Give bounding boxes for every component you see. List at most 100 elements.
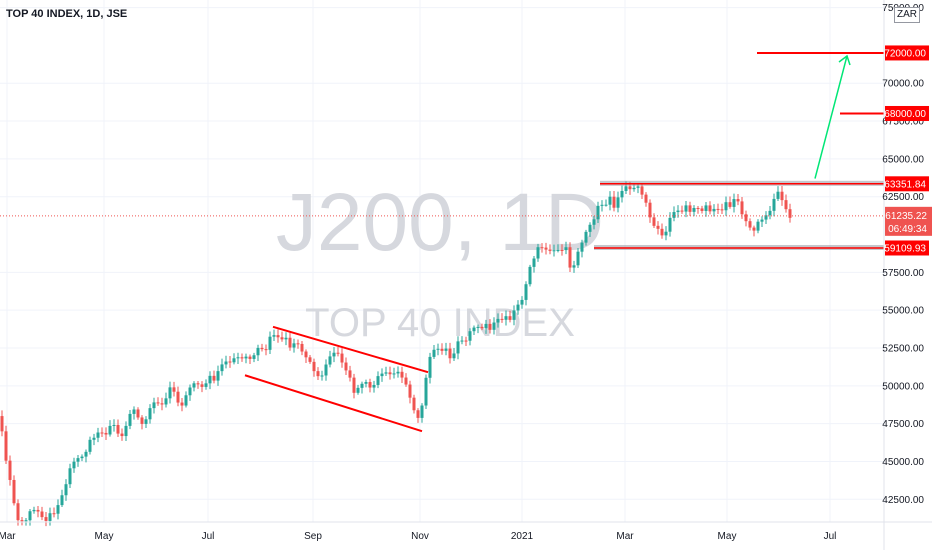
price-axis[interactable]: 75000.0070000.0067500.0065000.0062500.00… [882,0,924,550]
candle-down [260,347,264,350]
price-tick-label: 47500.00 [882,419,924,430]
candle-up [188,387,192,396]
candle-down [280,337,284,340]
price-tick-label: 50000.00 [882,381,924,392]
time-tick-label: Jul [202,531,215,542]
candle-down [780,191,784,201]
candle-up [576,251,580,266]
time-tick-label: Nov [411,531,429,542]
candle-up [360,383,364,388]
candle-down [136,409,140,418]
candle-down [36,509,40,512]
candle-up [532,258,536,267]
candle-up [396,371,400,374]
candle-up [96,432,100,438]
candle-down [644,194,648,203]
candle-up [732,199,736,207]
candle-down [100,432,104,434]
candle-up [492,322,496,330]
candle-down [628,186,632,190]
candle-down [368,382,372,388]
candle-up [392,373,396,375]
candle-up [332,352,336,357]
level-price-value: 59109.93 [884,243,926,254]
candle-up [424,377,428,406]
candle-up [496,318,500,323]
candle-down [312,361,316,372]
candle-up [128,413,132,426]
time-tick-label: Sep [304,531,322,542]
candle-up [324,364,328,376]
candle-down [316,371,320,377]
candle-down [408,384,412,398]
level-price-badge [885,45,929,61]
candle-down [752,227,756,231]
candle-up [380,373,384,377]
current-price-badge [885,206,932,236]
price-tick-label: 62500.00 [882,192,924,203]
time-axis[interactable]: Mar May Jul Sep Nov 2021 Mar May Jul [0,521,932,542]
time-tick-label: 2021 [511,531,534,542]
candle-down [740,201,744,215]
candle-up [564,247,568,251]
candle-up [476,326,480,328]
candle-up [592,219,596,225]
candle-up [596,205,600,220]
candle-up [124,425,128,437]
level-price-value: 63351.84 [884,179,926,190]
candle-up [432,349,436,357]
candle-down [176,391,180,403]
candle-down [344,362,348,371]
candle-down [612,196,616,208]
candle-up [484,323,488,329]
candle-up [244,356,248,359]
candle-up [692,208,696,212]
candle-up [208,375,212,384]
candle-up [724,202,728,211]
level-price-value: 68000.00 [884,109,926,120]
candle-up [84,451,88,457]
candle-down [688,205,692,212]
price-tick-label: 42500.00 [882,495,924,506]
price-tick-label: 65000.00 [882,154,924,165]
candle-down [240,357,244,359]
candle-up [444,348,448,351]
candle-down [728,202,732,207]
drawings[interactable] [0,51,884,433]
candle-up [760,219,764,222]
candle-up [504,316,508,320]
candle-up [92,437,96,440]
candle-up [676,210,680,213]
candle-down [0,416,4,432]
candle-down [700,208,704,211]
candle-up [584,231,588,243]
candle-up [636,186,640,188]
currency-badge[interactable]: ZAR [894,7,920,23]
arrow-head [838,54,851,66]
candle-down [440,348,444,351]
candle-up [56,505,60,514]
candle-down [172,387,176,392]
candle-down [20,520,24,522]
candle-down [548,249,552,251]
candle-up [236,357,240,359]
candle-up [768,210,772,216]
candle-up [376,376,380,385]
candle-up [552,250,556,252]
candle-down [140,417,144,424]
candle-up [668,217,672,232]
candle-up [328,356,332,365]
candle-down [228,361,232,363]
candle-down [784,200,788,210]
candle-up [524,284,528,300]
candle-down [640,186,644,195]
candle-down [708,205,712,212]
level-price-badge [885,240,929,256]
candle-down [212,375,216,381]
candle-up [268,336,272,350]
candle-down [300,343,304,352]
candle-down [696,208,700,210]
candle-down [412,397,416,411]
